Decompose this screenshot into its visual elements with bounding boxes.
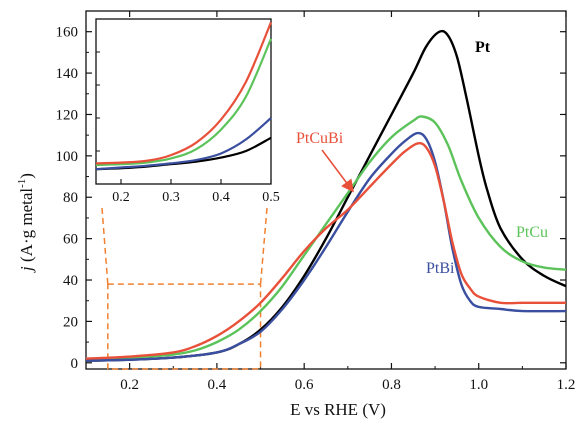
main-plot: 0.2 0.4 0.6 0.8 1.0 1.2 0 20 40 60 80 100 120 140 160 xyxy=(56,10,576,393)
y-tick-label: 20 xyxy=(63,314,78,330)
zoom-region-box xyxy=(107,283,262,370)
inset-connector-left xyxy=(101,207,109,285)
inset-frame xyxy=(95,18,272,185)
inset-x-tick-label: 0.3 xyxy=(162,190,180,205)
inset-series-line-ptbi xyxy=(95,117,272,171)
x-tick-label: 0.8 xyxy=(382,377,401,393)
y-axis-title: j (A·g metal-1) xyxy=(16,173,36,273)
series-line-ptcu xyxy=(85,115,567,361)
y-tick-label: 80 xyxy=(63,190,78,206)
plot-frame xyxy=(85,10,567,370)
x-tick-label: 0.4 xyxy=(208,377,227,393)
series-labels: Pt PtCu PtBi PtCuBi xyxy=(296,39,548,277)
series-line-ptbi xyxy=(85,131,567,362)
series-label-ptcu: PtCu xyxy=(516,224,548,241)
x-tick-label: 1.2 xyxy=(557,377,576,393)
y-axis-title-symbol: j xyxy=(17,266,36,273)
inset-series-line-ptcu xyxy=(95,38,273,167)
y-tick-label: 160 xyxy=(56,25,79,41)
inset-series-line-ptcubi xyxy=(95,21,273,165)
series-label-ptbi: PtBi xyxy=(426,260,455,277)
y-axis-title-superscript: -1 xyxy=(16,179,28,188)
y-tick-label: 60 xyxy=(63,232,78,248)
series-label-pt: Pt xyxy=(475,39,491,56)
series-label-ptcubi: PtCuBi xyxy=(296,130,344,147)
x-axis-title: E vs RHE (V) xyxy=(290,400,386,419)
x-tick-label: 0.2 xyxy=(120,377,139,393)
y-tick-label: 120 xyxy=(56,107,79,123)
y-axis-title-close: ) xyxy=(17,173,36,179)
inset-connector-right xyxy=(259,207,268,285)
x-tick-label: 0.6 xyxy=(295,377,314,393)
inset-plot: 0.2 0.3 0.4 0.5 xyxy=(95,18,280,285)
y-tick-label: 100 xyxy=(56,149,79,165)
x-tick-label: 1.0 xyxy=(469,377,488,393)
inset-x-tick-label: 0.5 xyxy=(262,190,280,205)
series-line-ptcubi xyxy=(85,142,566,360)
ptcubi-arrow xyxy=(321,149,354,193)
y-tick-label: 40 xyxy=(63,273,78,289)
inset-x-tick-label: 0.4 xyxy=(212,190,230,205)
y-tick-label: 140 xyxy=(56,66,79,82)
y-tick-label: 0 xyxy=(71,356,79,372)
y-axis-title-text: (A·g metal xyxy=(17,188,36,267)
inset-x-tick-label: 0.2 xyxy=(112,190,130,205)
